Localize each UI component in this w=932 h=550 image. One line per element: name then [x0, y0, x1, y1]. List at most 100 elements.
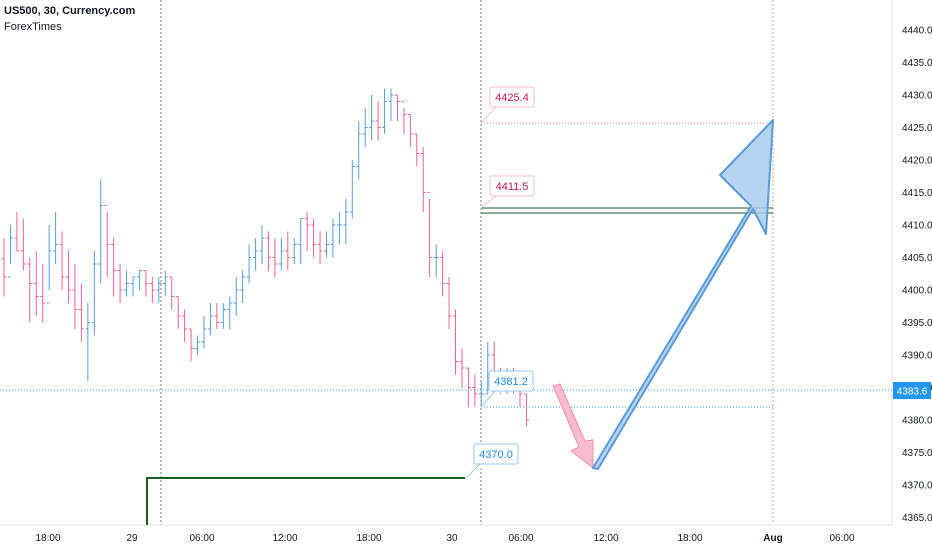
y-tick-label: 4430.0: [902, 91, 932, 102]
ohlc-bar: [349, 160, 355, 219]
y-tick-label: 4405.0: [902, 253, 932, 264]
ohlc-bar: [272, 238, 278, 277]
ohlc-bar: [53, 212, 59, 264]
ohlc-bar: [401, 101, 407, 134]
price-label-text: 4425.4: [495, 92, 529, 104]
ohlc-bar: [446, 277, 452, 329]
price-label-text: 4381.2: [494, 376, 528, 388]
ohlc-bar: [414, 133, 420, 167]
y-tick-label: 4380.0: [902, 416, 932, 427]
ohlc-bar: [485, 342, 491, 395]
x-tick-label: 18:00: [356, 533, 381, 544]
x-tick-label: 06:00: [829, 533, 854, 544]
ohlc-bar: [465, 367, 471, 407]
ohlc-bar: [253, 238, 259, 271]
ohlc-bar: [375, 101, 381, 141]
x-tick-label: 06:00: [189, 533, 214, 544]
ohlc-bar: [298, 218, 304, 264]
ohlc-bar: [195, 335, 200, 355]
ohlc-bar: [46, 225, 52, 304]
ohlc-bar: [169, 276, 175, 310]
y-tick-label: 4415.0: [902, 188, 932, 199]
ohlc-bar: [336, 212, 342, 245]
ohlc-bar: [394, 94, 400, 121]
ohlc-bar: [388, 88, 394, 121]
x-tick-label: 06:00: [508, 533, 533, 544]
ohlc-bar: [407, 114, 413, 147]
ohlc-bar: [72, 264, 78, 329]
ohlc-bar: [78, 283, 84, 342]
ohlc-bar: [98, 179, 104, 284]
x-tick-label: 18:00: [35, 533, 60, 544]
x-tick-label: 18:00: [677, 533, 702, 544]
ohlc-bar: [143, 270, 149, 297]
ohlc-bar: [362, 108, 368, 147]
ohlc-bar: [85, 303, 91, 381]
x-axis-ticks: 18:00 29 06:00 12:00 18:00 30 06:00 12:00 18:00 A…: [35, 533, 854, 544]
ohlc-bar: [227, 296, 233, 329]
x-tick-label: 29: [126, 533, 138, 544]
x-tick-label: 12:00: [272, 533, 297, 544]
ohlc-bar: [66, 251, 71, 303]
ohlc-bar: [343, 199, 349, 245]
ohlc-bar: [246, 244, 252, 284]
ohlc-bar: [265, 231, 271, 271]
ohlc-bar: [124, 270, 130, 297]
ohlc-bar: [420, 147, 426, 212]
current-price-tag: 4383.6: [893, 382, 931, 399]
ohlc-bar: [523, 393, 529, 427]
ohlc-bar: [433, 244, 439, 277]
ohlc-bar: [175, 296, 181, 329]
ohlc-bar: [382, 88, 388, 134]
y-tick-label: 4425.0: [902, 123, 932, 134]
y-tick-label: 4395.0: [902, 318, 932, 329]
ohlc-bar: [311, 218, 317, 258]
source-name: ForexTimes: [4, 21, 62, 33]
y-axis-ticks: 4440.0 4435.0 4430.0 4425.0 4420.0 4415.0 4410…: [902, 26, 932, 525]
ohlc-bar: [317, 231, 323, 264]
ohlc-bar: [14, 212, 20, 252]
y-tick-label: 4400.0: [902, 286, 932, 297]
ohlc-bar: [278, 238, 284, 271]
price-label-callout: 4381.2: [480, 370, 534, 408]
ohlc-bar: [240, 270, 246, 303]
y-tick-label: 4435.0: [902, 58, 932, 69]
y-tick-label: 4410.0: [902, 221, 932, 232]
ohlc-bar: [182, 309, 188, 342]
ohlc-bar: [207, 303, 213, 336]
ohlc-bar: [20, 218, 26, 271]
ohlc-bar: [369, 95, 375, 141]
ohlc-bar: [33, 251, 39, 316]
x-tick-label: Aug: [763, 533, 782, 544]
ohlc-bar: [201, 316, 207, 349]
ohlc-bar: [285, 231, 291, 271]
ohlc-bar: [304, 212, 310, 251]
ohlc-bar: [136, 270, 142, 290]
y-tick-label: 4365.0: [902, 513, 932, 524]
ohlc-bar: [149, 277, 155, 303]
ohlc-bar: [1, 238, 7, 297]
ohlc-bar: [104, 205, 110, 277]
ohlc-bar: [440, 251, 446, 297]
ohlc-bar: [162, 270, 168, 297]
price-label-callout: 4411.5: [480, 175, 535, 209]
symbol-title: US500, 30, Currency.com: [4, 5, 136, 17]
ohlc-bar: [117, 264, 123, 303]
ohlc-bar: [233, 277, 239, 316]
ohlc-bar: [91, 251, 97, 336]
y-tick-label: 4390.0: [902, 351, 932, 362]
ohlc-bar: [130, 276, 136, 297]
support-zone-line: [146, 477, 465, 525]
ohlc-bar: [472, 374, 478, 407]
current-price-text: 4383.6: [897, 387, 928, 398]
ohlc-bar: [356, 121, 362, 180]
y-tick-label: 4440.0: [902, 26, 932, 37]
ohlc-bar: [214, 303, 220, 329]
ohlc-bar: [291, 238, 297, 264]
price-label-callout: 4425.4: [480, 86, 535, 124]
y-tick-label: 4420.0: [902, 156, 932, 167]
ohlc-bar: [156, 277, 162, 303]
x-tick-label: 12:00: [593, 533, 618, 544]
ohlc-bar: [27, 257, 33, 323]
